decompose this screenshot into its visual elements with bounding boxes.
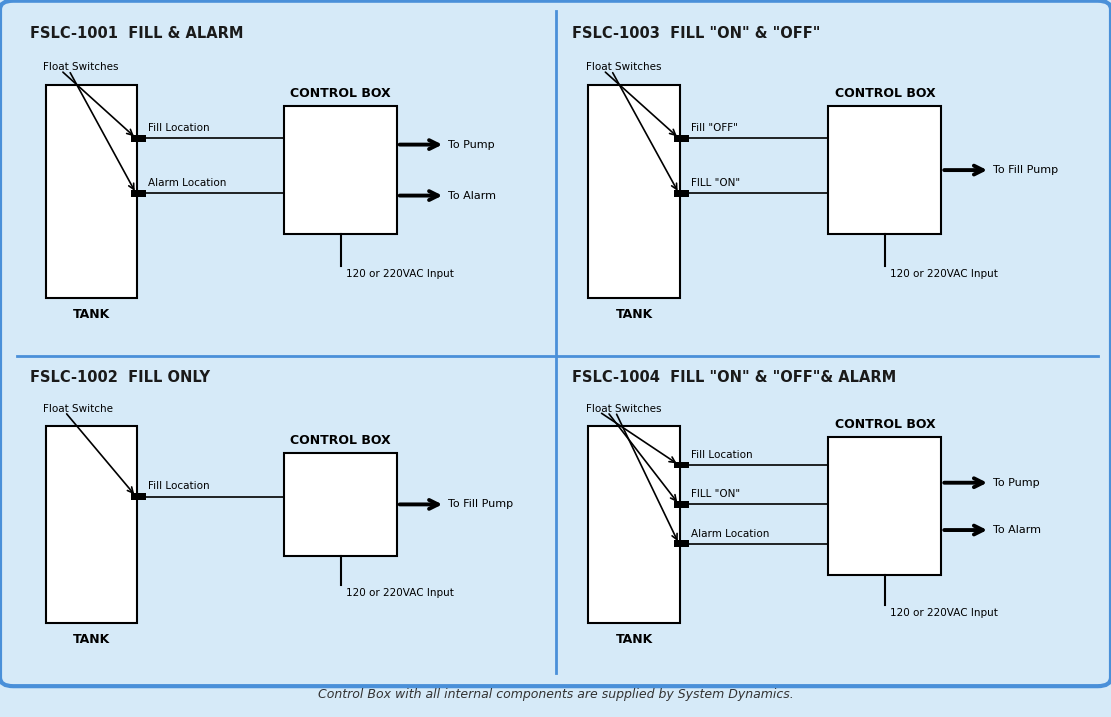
Text: Fill "OFF": Fill "OFF" <box>691 123 738 133</box>
Text: Float Switches: Float Switches <box>585 404 661 414</box>
Text: To Alarm: To Alarm <box>992 525 1041 535</box>
Text: Alarm Location: Alarm Location <box>148 178 226 188</box>
Bar <box>674 462 689 468</box>
Text: FILL "ON": FILL "ON" <box>691 178 740 188</box>
Bar <box>828 106 941 234</box>
Text: TANK: TANK <box>615 308 653 321</box>
Text: To Alarm: To Alarm <box>448 191 496 201</box>
Text: FSLC-1004  FILL "ON" & "OFF"& ALARM: FSLC-1004 FILL "ON" & "OFF"& ALARM <box>572 370 897 385</box>
Text: CONTROL BOX: CONTROL BOX <box>290 87 391 100</box>
Bar <box>589 425 680 622</box>
FancyBboxPatch shape <box>0 1 1111 686</box>
Bar <box>674 501 689 508</box>
Text: CONTROL BOX: CONTROL BOX <box>290 435 391 447</box>
Bar <box>284 453 397 556</box>
Text: 120 or 220VAC Input: 120 or 220VAC Input <box>890 269 998 279</box>
Text: Float Switche: Float Switche <box>43 404 113 414</box>
Text: 120 or 220VAC Input: 120 or 220VAC Input <box>346 588 454 598</box>
Text: Alarm Location: Alarm Location <box>691 528 769 538</box>
Text: FILL "ON": FILL "ON" <box>691 489 740 499</box>
Text: Fill Location: Fill Location <box>148 123 209 133</box>
Text: To Pump: To Pump <box>448 140 494 150</box>
Text: 120 or 220VAC Input: 120 or 220VAC Input <box>346 269 454 279</box>
Bar <box>589 85 680 298</box>
Text: TANK: TANK <box>73 632 110 645</box>
Text: To Pump: To Pump <box>992 478 1039 488</box>
Text: Fill Location: Fill Location <box>691 450 752 460</box>
Text: To Fill Pump: To Fill Pump <box>448 500 513 509</box>
Text: To Fill Pump: To Fill Pump <box>992 165 1058 175</box>
Bar <box>674 541 689 547</box>
Text: Control Box with all internal components are supplied by System Dynamics.: Control Box with all internal components… <box>318 688 793 701</box>
Bar <box>131 493 147 500</box>
Bar <box>828 437 941 575</box>
Bar <box>284 106 397 234</box>
Text: TANK: TANK <box>73 308 110 321</box>
Text: Fill Location: Fill Location <box>148 481 209 491</box>
Bar <box>47 425 137 622</box>
Text: FSLC-1002  FILL ONLY: FSLC-1002 FILL ONLY <box>30 370 210 385</box>
Text: Float Switches: Float Switches <box>43 62 119 72</box>
Text: FSLC-1001  FILL & ALARM: FSLC-1001 FILL & ALARM <box>30 26 243 41</box>
Text: FSLC-1003  FILL "ON" & "OFF": FSLC-1003 FILL "ON" & "OFF" <box>572 26 821 41</box>
Bar <box>674 135 689 142</box>
Bar <box>674 190 689 197</box>
Text: Float Switches: Float Switches <box>585 62 661 72</box>
Text: TANK: TANK <box>615 632 653 645</box>
Text: CONTROL BOX: CONTROL BOX <box>834 87 935 100</box>
Text: CONTROL BOX: CONTROL BOX <box>834 419 935 432</box>
Bar <box>47 85 137 298</box>
Bar <box>131 190 147 197</box>
Bar <box>131 135 147 142</box>
Text: 120 or 220VAC Input: 120 or 220VAC Input <box>890 608 998 618</box>
